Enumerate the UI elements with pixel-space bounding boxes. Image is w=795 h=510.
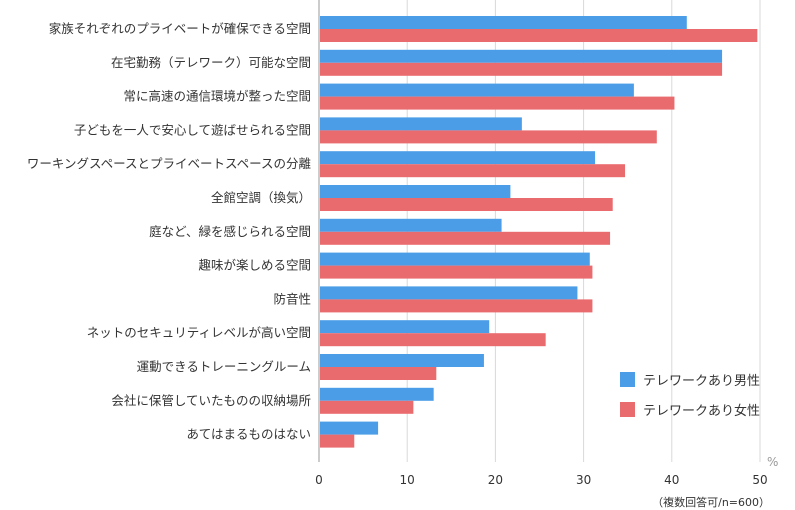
bar-female xyxy=(320,265,593,279)
bar-male xyxy=(320,421,379,435)
legend-label-male: テレワークあり男性 xyxy=(643,373,761,389)
legend-swatch-female xyxy=(620,401,635,417)
bar-female xyxy=(320,333,546,347)
gridlines xyxy=(406,0,761,462)
category-label: 会社に保管していたものの収納場所 xyxy=(111,393,311,408)
category-label: あてはまるものはない xyxy=(186,427,311,442)
bar-female xyxy=(320,434,355,448)
bar-male xyxy=(320,387,434,401)
sample-note: （複数回答可/n=600） xyxy=(652,495,770,509)
category-label: 子どもを一人で安心して遊ばせられる空間 xyxy=(74,122,311,137)
category-label: 趣味が楽しめる空間 xyxy=(198,258,311,273)
x-tick-label: 0 xyxy=(315,473,323,487)
x-axis-ticks: 0 10 20 30 40 50 xyxy=(315,473,767,487)
x-tick-label: 20 xyxy=(488,473,503,487)
bar-female xyxy=(320,164,626,178)
legend-label-female: テレワークあり女性 xyxy=(643,403,761,419)
bar-female xyxy=(320,198,613,211)
category-label: 常に高速の通信環境が整った空間 xyxy=(123,89,311,104)
category-label: 防音性 xyxy=(273,291,311,306)
category-label: 運動できるトレーニングルーム xyxy=(137,359,311,374)
x-tick-label: 10 xyxy=(400,473,415,487)
category-label: 全館空調（換気） xyxy=(211,190,311,205)
x-axis-unit: % xyxy=(767,455,778,469)
legend-item-male: テレワークあり男性 xyxy=(620,370,761,389)
category-label: 庭など、緑を感じられる空間 xyxy=(149,224,311,239)
bar-female xyxy=(320,299,593,313)
bar-male xyxy=(320,185,511,198)
x-tick-label: 40 xyxy=(664,473,679,487)
bar-female xyxy=(320,400,414,414)
x-tick-label: 30 xyxy=(576,473,591,487)
bar-male xyxy=(320,252,590,266)
bars xyxy=(320,16,758,448)
bar-male xyxy=(320,83,634,97)
bar-male xyxy=(320,151,596,165)
bar-male xyxy=(320,320,490,334)
category-label: ネットのセキュリティレベルが高い空間 xyxy=(87,325,311,340)
bar-female xyxy=(320,62,723,76)
bar-male xyxy=(320,218,502,232)
bar-male xyxy=(320,354,484,367)
category-label: 家族それぞれのプライベートが確保できる空間 xyxy=(49,21,311,36)
bar-female xyxy=(320,96,675,110)
legend: テレワークあり男性 テレワークあり女性 xyxy=(620,370,760,430)
bar-female xyxy=(320,29,758,42)
category-label: ワーキングスペースとプライベートスペースの分離 xyxy=(27,156,312,171)
legend-swatch-male xyxy=(620,371,635,387)
bar-female xyxy=(320,231,611,245)
bar-male xyxy=(320,49,723,63)
bar-female xyxy=(320,130,657,144)
x-tick-label: 50 xyxy=(752,473,767,487)
category-label: 在宅勤務（テレワーク）可能な空間 xyxy=(111,55,311,70)
bar-female xyxy=(320,367,437,380)
category-labels: 家族それぞれのプライベートが確保できる空間在宅勤務（テレワーク）可能な空間常に高… xyxy=(27,21,312,442)
bar-male xyxy=(320,117,522,131)
bar-male xyxy=(320,286,578,300)
bar-male xyxy=(320,16,687,29)
legend-item-female: テレワークあり女性 xyxy=(620,400,761,419)
